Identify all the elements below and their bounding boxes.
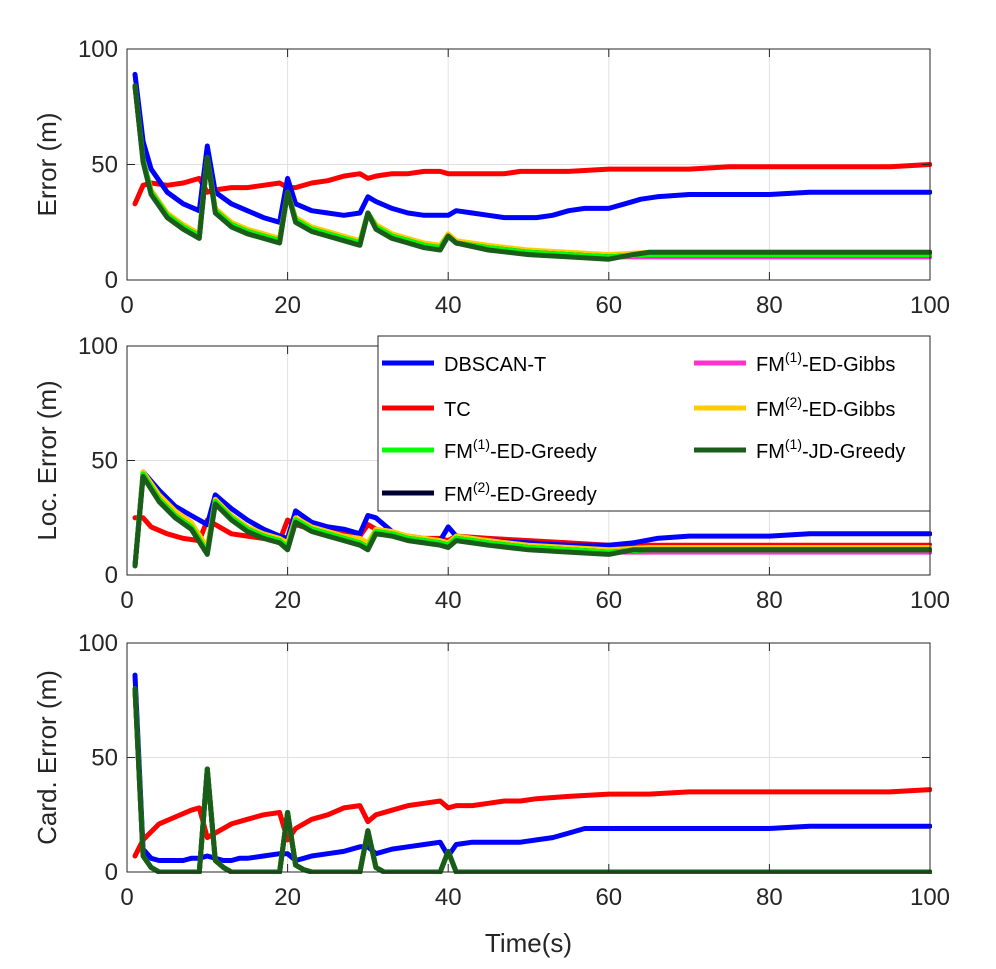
- x-tick-label: 40: [435, 884, 462, 911]
- series-line-fm1-jd-greedy: [132, 83, 932, 262]
- x-tick-label: 100: [910, 884, 950, 911]
- legend-label: TC: [444, 399, 471, 421]
- x-tick-label: 80: [756, 884, 783, 911]
- legend-label: FM(2)-ED-Greedy: [444, 479, 597, 506]
- legend-entry-fm1-ed-greedy: FM(1)-ED-Greedy: [382, 436, 597, 463]
- y-tick-label: 50: [91, 152, 118, 179]
- x-tick-label: 80: [756, 587, 783, 614]
- y-tick-label: 100: [78, 333, 118, 360]
- x-tick-label: 60: [595, 884, 622, 911]
- panel-card-error: 0 20 40 60 80 100 0 50 100 Card. Error (m) Time(s): [32, 630, 950, 958]
- series-group: [132, 71, 932, 262]
- x-tick-label: 60: [595, 292, 622, 319]
- x-tick-label: 100: [910, 587, 950, 614]
- y-axis-label: Loc. Error (m): [32, 380, 62, 540]
- y-tick-label: 0: [105, 859, 118, 886]
- legend-entry-fm1-jd-greedy: FM(1)-JD-Greedy: [694, 436, 905, 463]
- y-tick-label: 50: [91, 448, 118, 475]
- panel-error: 0 20 40 60 80 100 0 50 100 Error (m): [32, 36, 950, 319]
- series-line-dbscan: [132, 469, 932, 569]
- legend-entry-fm2-ed-gibbs: FM(2)-ED-Gibbs: [694, 394, 895, 421]
- legend-entry-tc: TC: [382, 399, 471, 421]
- x-tick-label: 40: [435, 292, 462, 319]
- x-tick-label: 60: [595, 587, 622, 614]
- x-tick-label: 20: [274, 884, 301, 911]
- x-tick-label: 40: [435, 587, 462, 614]
- legend-entry-fm1-ed-gibbs: FM(1)-ED-Gibbs: [694, 349, 895, 376]
- x-tick-label: 80: [756, 292, 783, 319]
- x-axis-label: Time(s): [485, 928, 572, 958]
- legend-entry-dbscan: DBSCAN-T: [382, 354, 546, 376]
- y-tick-label: 100: [78, 36, 118, 63]
- x-tick-label: 20: [274, 587, 301, 614]
- legend-label: FM(1)-JD-Greedy: [756, 436, 905, 463]
- series-line-fm1-jd-greedy: [132, 474, 932, 569]
- y-axis-label: Card. Error (m): [32, 670, 62, 845]
- y-tick-label: 50: [91, 745, 118, 772]
- legend: DBSCAN-T FM(1)-ED-Gibbs TC FM(2)-ED-Gibbs FM…: [377, 335, 931, 512]
- x-tick-label: 20: [274, 292, 301, 319]
- legend-entry-fm2-ed-greedy: FM(2)-ED-Greedy: [382, 479, 597, 506]
- x-tick-label: 100: [910, 292, 950, 319]
- legend-box: [377, 335, 931, 512]
- legend-label: FM(2)-ED-Gibbs: [756, 394, 895, 421]
- y-tick-label: 0: [105, 562, 118, 589]
- legend-label: FM(1)-ED-Gibbs: [756, 349, 895, 376]
- series-line-dbscan: [132, 71, 932, 225]
- y-tick-label: 100: [78, 630, 118, 657]
- x-tick-label: 0: [120, 292, 133, 319]
- y-tick-label: 0: [105, 267, 118, 294]
- x-tick-label: 0: [120, 587, 133, 614]
- legend-label: DBSCAN-T: [444, 354, 546, 376]
- series-group: [132, 469, 932, 569]
- x-tick-label: 0: [120, 884, 133, 911]
- legend-label: FM(1)-ED-Greedy: [444, 436, 597, 463]
- y-axis-label: Error (m): [32, 113, 62, 217]
